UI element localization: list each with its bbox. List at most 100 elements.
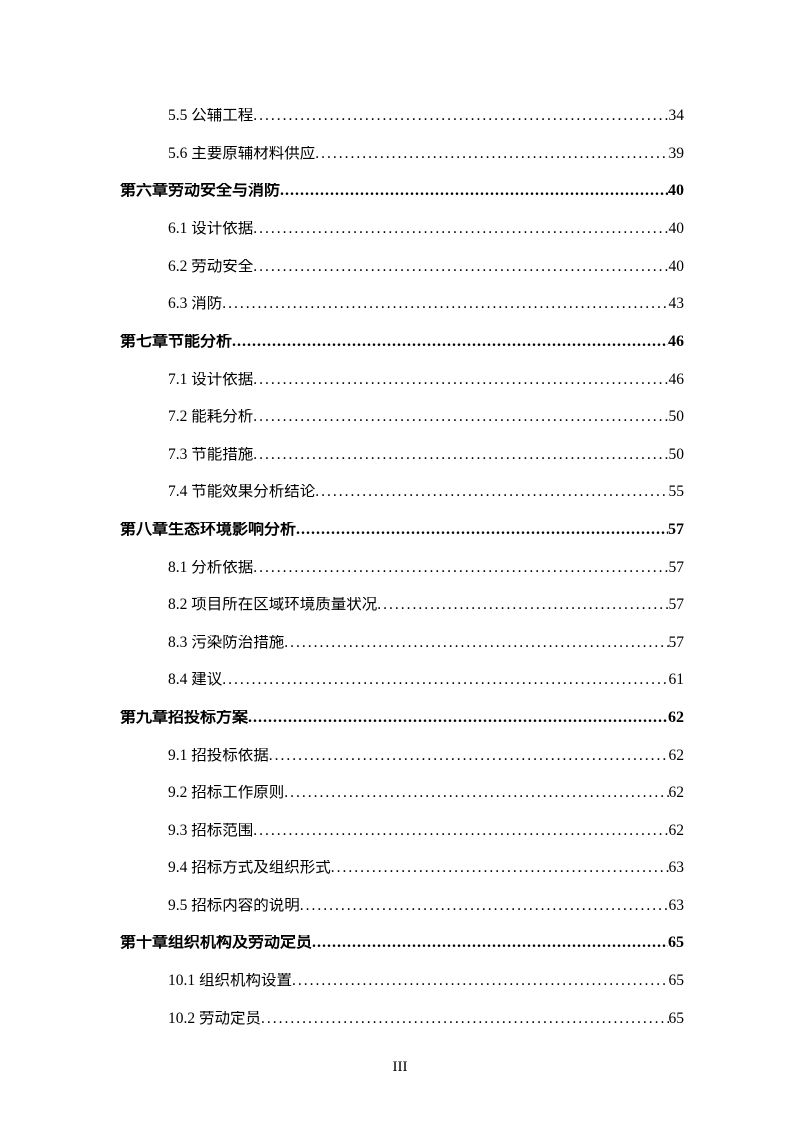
toc-entry-label: 第九章招投标方案 bbox=[120, 710, 248, 726]
toc-leader-dots bbox=[284, 785, 668, 801]
toc-entry-page: 39 bbox=[669, 146, 685, 162]
toc-entry-label: 10.2 劳动定员 bbox=[168, 1011, 261, 1027]
toc-entry-label: 8.3 污染防治措施 bbox=[168, 635, 284, 651]
toc-entry-page: 43 bbox=[669, 296, 685, 312]
toc-entry-page: 65 bbox=[669, 1011, 685, 1027]
toc-entry-page: 34 bbox=[669, 108, 685, 124]
toc-entry-label: 5.6 主要原辅材料供应 bbox=[168, 146, 315, 162]
toc-section-entry: 10.2 劳动定员 65 bbox=[168, 1011, 684, 1027]
toc-entry-label: 9.4 招标方式及组织形式 bbox=[168, 860, 331, 876]
toc-leader-dots bbox=[315, 146, 668, 162]
toc-leader-dots bbox=[292, 973, 668, 989]
toc-section-entry: 7.3 节能措施 50 bbox=[168, 447, 684, 463]
toc-entry-label: 7.3 节能措施 bbox=[168, 447, 253, 463]
toc-entry-page: 40 bbox=[668, 183, 684, 199]
toc-chapter-entry: 第九章招投标方案 62 bbox=[120, 710, 684, 726]
toc-leader-dots bbox=[331, 860, 669, 876]
toc-entry-page: 65 bbox=[669, 973, 685, 989]
toc-section-entry: 9.3 招标范围 62 bbox=[168, 823, 684, 839]
toc-entry-label: 7.4 节能效果分析结论 bbox=[168, 484, 315, 500]
toc-chapter-entry: 第八章生态环境影响分析 57 bbox=[120, 522, 684, 538]
toc-entry-label: 6.3 消防 bbox=[168, 296, 222, 312]
toc-chapter-entry: 第七章节能分析 46 bbox=[120, 334, 684, 350]
page-number: III bbox=[0, 1059, 800, 1076]
toc-leader-dots bbox=[253, 108, 668, 124]
toc-entry-page: 40 bbox=[669, 221, 685, 237]
toc-entry-label: 9.3 招标范围 bbox=[168, 823, 253, 839]
toc-section-entry: 9.4 招标方式及组织形式 63 bbox=[168, 860, 684, 876]
toc-entry-label: 10.1 组织机构设置 bbox=[168, 973, 292, 989]
toc-leader-dots bbox=[253, 259, 668, 275]
toc-entry-label: 9.2 招标工作原则 bbox=[168, 785, 284, 801]
toc-entry-page: 55 bbox=[669, 484, 685, 500]
toc-entry-label: 6.2 劳动安全 bbox=[168, 259, 253, 275]
toc-entry-page: 62 bbox=[669, 823, 685, 839]
toc-entry-label: 8.2 项目所在区域环境质量状况 bbox=[168, 597, 377, 613]
toc-entry-page: 57 bbox=[669, 635, 685, 651]
toc-section-entry: 8.4 建议 61 bbox=[168, 672, 684, 688]
toc-entry-label: 9.1 招投标依据 bbox=[168, 748, 269, 764]
toc-entry-page: 57 bbox=[669, 597, 685, 613]
toc-entry-label: 第六章劳动安全与消防 bbox=[120, 183, 280, 199]
toc-entry-page: 57 bbox=[669, 560, 685, 576]
toc-section-entry: 8.1 分析依据 57 bbox=[168, 560, 684, 576]
toc-entry-page: 62 bbox=[668, 710, 684, 726]
toc-entry-label: 7.2 能耗分析 bbox=[168, 409, 253, 425]
toc-entry-page: 61 bbox=[669, 672, 685, 688]
toc-chapter-entry: 第十章组织机构及劳动定员 65 bbox=[120, 935, 684, 951]
toc-leader-dots bbox=[232, 334, 668, 350]
toc-entry-page: 63 bbox=[669, 898, 685, 914]
toc-leader-dots bbox=[296, 522, 668, 538]
toc-entry-label: 第七章节能分析 bbox=[120, 334, 232, 350]
toc-leader-dots bbox=[222, 672, 668, 688]
toc-section-entry: 8.2 项目所在区域环境质量状况 57 bbox=[168, 597, 684, 613]
toc-entry-page: 62 bbox=[669, 785, 685, 801]
toc-entry-page: 46 bbox=[668, 334, 684, 350]
toc-leader-dots bbox=[222, 296, 668, 312]
toc-leader-dots bbox=[261, 1011, 668, 1027]
toc-section-entry: 5.6 主要原辅材料供应 39 bbox=[168, 146, 684, 162]
toc-section-entry: 7.2 能耗分析 50 bbox=[168, 409, 684, 425]
toc-entry-label: 第十章组织机构及劳动定员 bbox=[120, 935, 312, 951]
toc-leader-dots bbox=[253, 372, 668, 388]
toc-section-entry: 6.1 设计依据 40 bbox=[168, 221, 684, 237]
toc-entry-page: 63 bbox=[669, 860, 685, 876]
toc-leader-dots bbox=[284, 635, 668, 651]
toc-section-entry: 9.2 招标工作原则 62 bbox=[168, 785, 684, 801]
toc-leader-dots bbox=[248, 710, 668, 726]
toc-entry-page: 65 bbox=[668, 935, 684, 951]
toc-entry-page: 62 bbox=[669, 748, 685, 764]
toc-entry-page: 40 bbox=[669, 259, 685, 275]
toc-section-entry: 10.1 组织机构设置 65 bbox=[168, 973, 684, 989]
toc-section-entry: 8.3 污染防治措施 57 bbox=[168, 635, 684, 651]
toc-leader-dots bbox=[280, 183, 668, 199]
table-of-contents: 5.5 公辅工程345.6 主要原辅材料供应39第六章劳动安全与消防406.1 … bbox=[120, 108, 684, 1026]
toc-entry-label: 8.4 建议 bbox=[168, 672, 222, 688]
toc-leader-dots bbox=[253, 823, 668, 839]
toc-leader-dots bbox=[253, 560, 668, 576]
toc-entry-label: 8.1 分析依据 bbox=[168, 560, 253, 576]
toc-entry-page: 50 bbox=[669, 447, 685, 463]
toc-entry-label: 5.5 公辅工程 bbox=[168, 108, 253, 124]
toc-entry-page: 50 bbox=[669, 409, 685, 425]
toc-entry-page: 46 bbox=[669, 372, 685, 388]
toc-section-entry: 7.4 节能效果分析结论 55 bbox=[168, 484, 684, 500]
toc-leader-dots bbox=[253, 409, 668, 425]
toc-entry-label: 9.5 招标内容的说明 bbox=[168, 898, 300, 914]
toc-section-entry: 5.5 公辅工程 34 bbox=[168, 108, 684, 124]
toc-leader-dots bbox=[315, 484, 668, 500]
toc-leader-dots bbox=[253, 221, 668, 237]
toc-entry-label: 7.1 设计依据 bbox=[168, 372, 253, 388]
toc-entry-page: 57 bbox=[668, 522, 684, 538]
toc-section-entry: 9.1 招投标依据 62 bbox=[168, 748, 684, 764]
toc-entry-label: 第八章生态环境影响分析 bbox=[120, 522, 296, 538]
toc-section-entry: 7.1 设计依据 46 bbox=[168, 372, 684, 388]
toc-section-entry: 6.3 消防 43 bbox=[168, 296, 684, 312]
toc-section-entry: 9.5 招标内容的说明 63 bbox=[168, 898, 684, 914]
toc-entry-label: 6.1 设计依据 bbox=[168, 221, 253, 237]
toc-leader-dots bbox=[300, 898, 669, 914]
toc-leader-dots bbox=[253, 447, 668, 463]
toc-leader-dots bbox=[312, 935, 668, 951]
toc-leader-dots bbox=[377, 597, 668, 613]
toc-leader-dots bbox=[269, 748, 669, 764]
